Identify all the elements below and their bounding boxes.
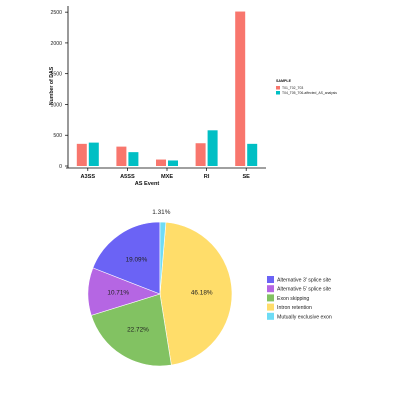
bar-ri-series-1 xyxy=(195,143,206,166)
bar-ri-series-2 xyxy=(207,130,218,166)
bar-a5ss-series-2 xyxy=(128,152,139,166)
x-tick-label: A5SS xyxy=(120,174,135,180)
pie-legend-label-2: Exon skipping xyxy=(277,296,309,302)
pie-slice-3 xyxy=(159,221,233,366)
pie-legend-swatch-0 xyxy=(267,276,274,283)
pie-slice-label: 1.31% xyxy=(152,209,170,216)
legend-swatch-series-1 xyxy=(276,86,280,90)
bar-a3ss-series-1 xyxy=(76,143,87,166)
pie-legend-swatch-3 xyxy=(267,303,274,311)
bar-mxe-series-1 xyxy=(156,159,166,166)
y-tick-label: 2000 xyxy=(50,41,62,47)
legend-label-series-1: T01_T02_T03 xyxy=(282,86,303,90)
pie-legend-label-4: Mutually exclusive exon xyxy=(277,314,332,320)
legend-title: SAMPLE xyxy=(276,79,292,83)
bar-a3ss-series-2 xyxy=(88,142,99,166)
pie-legend-swatch-4 xyxy=(267,312,274,320)
y-tick-label: 0 xyxy=(59,164,62,170)
pie-legend-label-3: Intron retention xyxy=(277,305,312,311)
x-tick-label: MXE xyxy=(161,174,173,180)
bar-chart: 0 500 1000 1500 2000 2500 A3SS A5SS MXE RI SE AS Ev… xyxy=(49,6,337,187)
y-tick-label: 2500 xyxy=(50,10,62,16)
y-tick-label: 1000 xyxy=(50,102,62,108)
bar-se-series-1 xyxy=(235,11,246,166)
pie-legend-label-1: Alternative 5' splice site xyxy=(277,287,331,293)
legend-swatch-series-2 xyxy=(276,91,280,95)
pie-slice-label: 22.72% xyxy=(127,326,149,333)
pie-slice-4 xyxy=(159,221,167,295)
bar-a5ss-series-1 xyxy=(116,146,127,166)
pie-legend-label-0: Alternative 3' splice site xyxy=(277,278,331,284)
y-axis-title: Number of DAS xyxy=(49,66,55,105)
pie-slice-label: 19.09% xyxy=(126,257,148,264)
legend-label-series-2: T04_T05_T06-affected_AS_analysis xyxy=(282,91,337,95)
x-axis-title: AS Event xyxy=(135,181,160,187)
x-tick-label: A3SS xyxy=(80,174,95,180)
pie-slice-0 xyxy=(92,221,161,295)
pie-slice-label: 46.18% xyxy=(191,289,213,296)
x-tick-label: SE xyxy=(242,174,250,180)
pie-legend-swatch-1 xyxy=(267,285,274,293)
y-tick-label: 1500 xyxy=(50,72,62,78)
pie-slice-label: 10.71% xyxy=(107,290,129,297)
pie-chart: 46.18% 22.72% 10.71% 19.09% 1.31% Alternative… xyxy=(87,209,332,367)
y-tick-label: 500 xyxy=(53,133,62,139)
pie-slice-2 xyxy=(90,293,172,367)
bar-se-series-2 xyxy=(247,143,258,166)
pie-legend-swatch-2 xyxy=(267,294,274,302)
bar-mxe-series-2 xyxy=(168,160,178,166)
x-tick-label: RI xyxy=(204,174,210,180)
